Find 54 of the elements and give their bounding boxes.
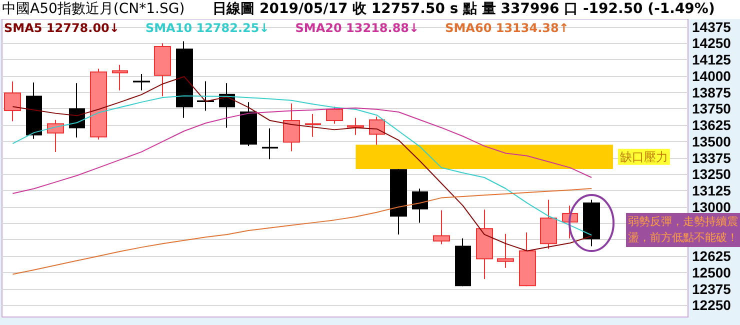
text: SMA60 13134.38↑ (445, 21, 569, 35)
candlestick (69, 82, 85, 138)
y-tick-label: 13375 (692, 150, 732, 166)
candlestick (476, 209, 493, 280)
candlestick (369, 116, 385, 146)
band-label: 缺口壓力 (620, 150, 668, 164)
candlestick (497, 233, 514, 268)
candlestick (112, 64, 128, 91)
candlestick (433, 210, 450, 245)
candlestick (90, 68, 107, 140)
candlestick (283, 102, 300, 152)
line-series (12, 76, 592, 252)
candlestick (519, 232, 536, 287)
y-tick-label: 13750 (692, 100, 732, 117)
chart-title: 中國A50指數近月(CN*1.SG) (2, 1, 185, 17)
y-tick-label: 14375 (692, 18, 732, 35)
candlestick (133, 74, 150, 91)
y-tick-label: 14000 (692, 68, 732, 84)
candlestick (540, 199, 557, 250)
y-tick-label: 13125 (692, 182, 732, 199)
y-tick-label: 13000 (692, 198, 732, 215)
y-tick-label: 13625 (692, 117, 732, 134)
y-tick-label: 13250 (692, 166, 732, 182)
text: SMA5 12778.00↓ (4, 21, 120, 35)
candlestick (154, 42, 171, 97)
chart-subtitle: 日線圖 2019/05/17 收 12757.50 s 點 量 337996 口 -192.50 (-1.49%) (212, 1, 715, 17)
candlestick (197, 80, 214, 112)
candlestick (326, 106, 343, 124)
candlestick (347, 117, 364, 136)
candlestick (305, 113, 321, 138)
y-tick-label: 12375 (692, 280, 732, 297)
candlestick (47, 119, 64, 152)
candlestick (455, 238, 471, 287)
candlestick (583, 199, 600, 247)
text: SMA20 13218.88↓ (295, 21, 420, 35)
y-tick-label: 13875 (692, 84, 732, 100)
y-tick-label: 14250 (692, 35, 732, 52)
candlestick (262, 128, 278, 160)
candlestick (26, 82, 42, 140)
y-tick-label: 12625 (692, 248, 732, 264)
y-tick-label: 12250 (692, 297, 732, 314)
y-tick-label: 12500 (692, 264, 732, 280)
y-tick-label: 13500 (692, 133, 732, 150)
candlestick (390, 168, 407, 235)
line-series (12, 107, 592, 194)
candlestick (4, 80, 21, 122)
text: SMA10 12782.25↓ (145, 21, 270, 35)
candlestick (176, 40, 193, 118)
candlestick (240, 102, 257, 147)
text: 弱勢反彈，走勢持續震盪，前方低點不能破！ (626, 213, 740, 247)
line-series (12, 188, 592, 275)
candlestick (412, 188, 428, 224)
line-series (12, 95, 592, 236)
y-tick-label: 14125 (692, 52, 732, 68)
